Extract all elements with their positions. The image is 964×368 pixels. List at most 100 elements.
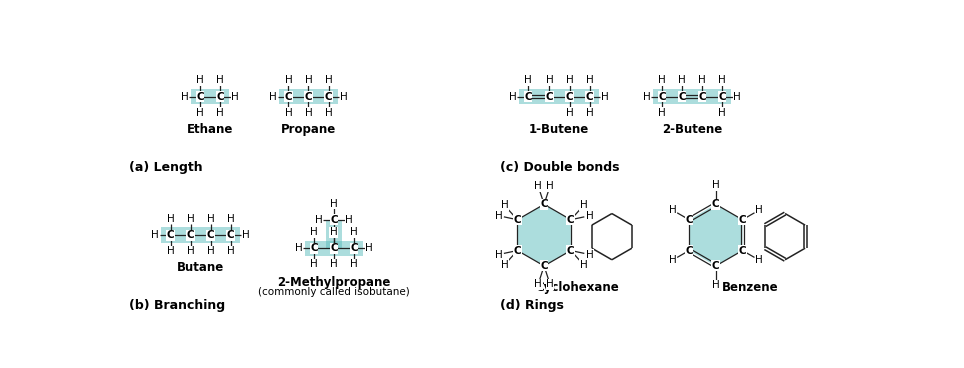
Text: H: H — [500, 201, 508, 210]
Text: C: C — [685, 215, 693, 225]
Text: H: H — [167, 246, 174, 256]
Text: (a) Length: (a) Length — [129, 161, 202, 174]
Text: C: C — [167, 230, 174, 240]
Text: C: C — [207, 230, 215, 240]
Text: C: C — [305, 92, 312, 102]
Text: C: C — [284, 92, 292, 102]
Text: H: H — [340, 92, 348, 102]
Text: C: C — [718, 92, 726, 102]
Text: H: H — [227, 214, 234, 224]
Polygon shape — [689, 204, 742, 266]
Text: H: H — [495, 250, 502, 259]
Text: C: C — [514, 245, 522, 255]
Text: C: C — [567, 215, 575, 225]
Text: H: H — [566, 75, 574, 85]
Bar — [191, 89, 229, 104]
Text: H: H — [669, 255, 677, 265]
Text: C: C — [738, 245, 746, 255]
Text: H: H — [579, 260, 587, 270]
Text: C: C — [540, 261, 548, 271]
Text: H: H — [755, 255, 763, 265]
Text: C: C — [524, 92, 532, 102]
Text: C: C — [350, 243, 358, 253]
Bar — [519, 89, 599, 104]
Text: C: C — [330, 215, 337, 225]
Text: H: H — [295, 243, 303, 253]
Text: H: H — [350, 259, 358, 269]
Text: C: C — [658, 92, 666, 102]
Text: H: H — [187, 246, 195, 256]
Text: (d) Rings: (d) Rings — [500, 300, 564, 312]
Text: C: C — [566, 92, 574, 102]
Text: H: H — [325, 108, 333, 118]
Text: H: H — [325, 75, 333, 85]
Text: H: H — [698, 75, 706, 85]
Text: H: H — [755, 205, 763, 215]
Text: H: H — [602, 92, 609, 102]
Text: H: H — [305, 108, 312, 118]
Text: H: H — [547, 181, 554, 191]
Text: H: H — [712, 180, 720, 190]
Text: H: H — [669, 205, 677, 215]
Text: C: C — [712, 261, 719, 271]
Text: Cyclohexane: Cyclohexane — [535, 281, 619, 294]
Text: (commonly called isobutane): (commonly called isobutane) — [258, 287, 410, 297]
Text: H: H — [546, 75, 553, 85]
Text: C: C — [567, 245, 575, 255]
Text: H: H — [269, 92, 277, 102]
Text: C: C — [540, 199, 548, 209]
Text: H: H — [242, 230, 250, 240]
Text: C: C — [216, 92, 224, 102]
Text: H: H — [586, 108, 594, 118]
Text: H: H — [196, 75, 203, 85]
Text: C: C — [325, 92, 333, 102]
Text: H: H — [330, 199, 337, 209]
Text: C: C — [698, 92, 706, 102]
Text: H: H — [586, 75, 594, 85]
Text: H: H — [207, 246, 215, 256]
Text: H: H — [579, 201, 587, 210]
Text: C: C — [310, 243, 318, 253]
Text: H: H — [180, 92, 188, 102]
Text: H: H — [151, 230, 159, 240]
Text: H: H — [284, 75, 292, 85]
Text: 1-Butene: 1-Butene — [529, 123, 589, 136]
Text: C: C — [227, 230, 234, 240]
Text: (b) Branching: (b) Branching — [129, 300, 226, 312]
Text: C: C — [196, 92, 203, 102]
Text: H: H — [718, 75, 726, 85]
Text: H: H — [310, 227, 318, 237]
Text: H: H — [586, 211, 594, 221]
Text: (c) Double bonds: (c) Double bonds — [500, 161, 620, 174]
Text: C: C — [187, 230, 195, 240]
Text: Benzene: Benzene — [722, 281, 779, 294]
Text: H: H — [345, 215, 353, 225]
Text: H: H — [509, 92, 517, 102]
Text: H: H — [586, 250, 594, 259]
Text: C: C — [685, 245, 693, 255]
Text: H: H — [566, 108, 574, 118]
Text: H: H — [187, 214, 195, 224]
Text: H: H — [547, 279, 554, 289]
Text: H: H — [330, 259, 337, 269]
Text: H: H — [227, 246, 234, 256]
Text: H: H — [534, 181, 542, 191]
Text: H: H — [500, 260, 508, 270]
Bar — [326, 220, 341, 248]
Text: H: H — [658, 108, 666, 118]
Text: H: H — [167, 214, 174, 224]
Text: H: H — [524, 75, 532, 85]
Text: Ethane: Ethane — [187, 123, 233, 136]
Text: H: H — [305, 75, 312, 85]
Text: H: H — [712, 280, 720, 290]
Text: H: H — [734, 92, 741, 102]
Text: C: C — [586, 92, 594, 102]
Text: H: H — [495, 211, 502, 221]
Text: H: H — [196, 108, 203, 118]
Text: H: H — [216, 75, 224, 85]
Text: H: H — [231, 92, 239, 102]
Text: H: H — [310, 259, 318, 269]
Text: H: H — [330, 227, 337, 237]
Text: H: H — [678, 75, 685, 85]
Text: H: H — [350, 227, 358, 237]
